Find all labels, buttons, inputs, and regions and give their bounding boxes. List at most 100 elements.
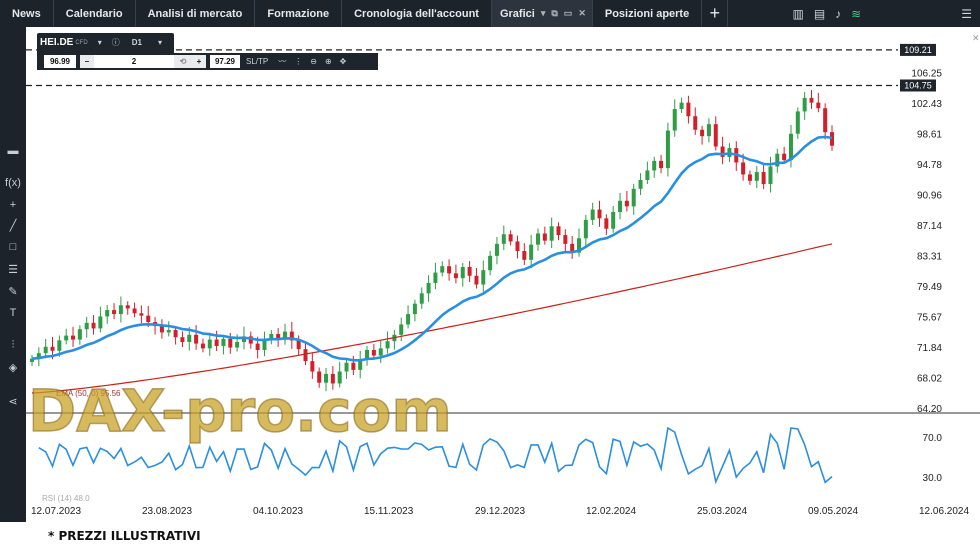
trade-toolbar: 96.99 – 2 ⟲ + 97.29 SL/TP 〰 ⋮ ⊖ ⊕ ✥	[37, 53, 378, 70]
settings-sliders-icon[interactable]: ⫶	[11, 339, 15, 351]
candle-body	[385, 341, 390, 349]
candle-body	[652, 160, 657, 171]
candle-body	[105, 310, 110, 317]
candle-body	[317, 371, 322, 383]
close-chart-icon[interactable]: ✕	[972, 34, 980, 44]
candle-body	[679, 102, 684, 110]
candle-body	[700, 129, 705, 137]
top-right-icons: ▥ ▤ ♪ ≋ ☰	[792, 0, 980, 27]
tab-posizioni[interactable]: Posizioni aperte	[593, 0, 703, 27]
repeat-icon[interactable]: ⟲	[174, 55, 192, 68]
share-icon[interactable]: ⋖	[8, 396, 18, 408]
indicator-fx[interactable]: f(x)	[5, 177, 21, 189]
tab-grafici[interactable]: Grafici ▾ ⧉ ▭ ✕	[491, 0, 593, 27]
candle-body	[406, 314, 411, 325]
tab-news[interactable]: News	[0, 0, 54, 27]
candle-body	[645, 170, 650, 181]
ask-price[interactable]: 97.29	[210, 55, 240, 68]
candle-body	[132, 308, 137, 314]
candle-body	[214, 339, 219, 346]
candle-body	[788, 133, 793, 161]
candle-body	[200, 343, 205, 349]
candle-body	[57, 340, 62, 351]
qty-minus-button[interactable]: –	[80, 55, 94, 68]
candle-body	[549, 226, 554, 241]
x-tick-label: 12.02.2024	[586, 506, 636, 517]
candle-body	[447, 266, 452, 274]
pen-icon[interactable]: ✎	[8, 286, 18, 298]
candle-body	[235, 341, 240, 348]
info-icon[interactable]: ⓘ	[111, 38, 120, 47]
candle-body	[412, 303, 417, 315]
sltp-button[interactable]: SL/TP	[246, 57, 269, 66]
tab-analisi[interactable]: Analisi di mercato	[136, 0, 256, 27]
candle-body	[659, 160, 664, 169]
candle-body	[481, 270, 486, 285]
tab-calendario[interactable]: Calendario	[54, 0, 136, 27]
candle-body	[296, 340, 301, 350]
text-tool-icon[interactable]: T	[9, 307, 17, 319]
qty-plus-button[interactable]: +	[192, 55, 206, 68]
layers-icon[interactable]: ◈	[8, 362, 18, 374]
tab-formazione[interactable]: Formazione	[255, 0, 343, 27]
candle-body	[371, 349, 376, 356]
candle-body	[351, 362, 356, 370]
candle-body	[535, 233, 540, 245]
candle-body	[522, 251, 527, 260]
candle-body	[77, 329, 82, 340]
instrument-symbol[interactable]: HEI.DE	[40, 37, 74, 48]
price-chart[interactable]: 109.21 104.75 106.25 102.43 98.61 94.78 90.96…	[26, 27, 980, 522]
document-icon[interactable]: ▤	[813, 6, 826, 21]
close-icon[interactable]: ✕	[578, 8, 586, 18]
menu-icon[interactable]: ☰	[961, 6, 972, 21]
candle-body	[570, 243, 575, 253]
rsi-tick-label: 30.0	[923, 473, 943, 484]
panel-icon[interactable]: ▬	[7, 145, 19, 157]
price-tick-label: 71.84	[917, 343, 942, 354]
zoom-out-icon[interactable]: ⊖	[310, 57, 317, 66]
price-tick-label: 87.14	[917, 221, 942, 232]
move-icon[interactable]: ✥	[339, 57, 347, 66]
candle-body	[248, 336, 253, 344]
candle-body	[187, 334, 192, 342]
candle-body	[618, 200, 623, 212]
x-tick-label: 29.12.2023	[475, 506, 525, 517]
candle-body	[166, 330, 171, 333]
crosshair-icon[interactable]: +	[9, 199, 17, 211]
bid-price[interactable]: 96.99	[44, 55, 76, 68]
watermark-logo: DAX-pro.com	[28, 377, 452, 445]
candle-body	[624, 200, 629, 207]
duplicate-icon[interactable]: ▭	[563, 8, 573, 18]
timeframe-dropdown-icon[interactable]: ▾	[157, 38, 162, 47]
candle-body	[665, 130, 670, 169]
zoom-in-icon[interactable]: ⊕	[324, 57, 332, 66]
candle-body	[440, 266, 445, 273]
chevron-down-icon[interactable]: ▾	[540, 8, 546, 18]
tab-cronologia[interactable]: Cronologia dell'account	[342, 0, 492, 27]
popout-icon[interactable]: ⧉	[551, 8, 558, 18]
fibonacci-icon[interactable]: ☰	[8, 264, 18, 276]
symbol-dropdown-icon[interactable]: ▾	[97, 38, 102, 47]
candle-body	[467, 266, 472, 276]
price-tick-label: 83.31	[917, 252, 942, 263]
candle-body	[71, 335, 76, 340]
timeframe-value[interactable]: D1	[131, 38, 142, 47]
quantity-input[interactable]: 2	[94, 55, 174, 68]
shape-tool-icon[interactable]: □	[9, 241, 17, 253]
add-tab-button[interactable]: +	[702, 0, 729, 27]
candle-body	[754, 172, 759, 181]
line-tool-icon[interactable]: ╱	[9, 220, 17, 232]
price-tick-label: 64.20	[917, 404, 942, 415]
left-toolbar: ▬ f(x) + ╱ □ ☰ ✎ T ⫶ ◈ ⋖	[0, 27, 26, 522]
layout-icon[interactable]: ▥	[792, 6, 804, 21]
price-level-label: 109.21	[904, 45, 932, 55]
candle-body	[542, 233, 547, 241]
candle-body	[50, 346, 55, 351]
more-icon[interactable]: ⋮	[294, 57, 303, 66]
bell-icon[interactable]: ♪	[835, 6, 842, 21]
candle-body	[747, 174, 752, 181]
rsi-label: RSI (14) 48.0	[42, 494, 90, 503]
rsi-tick-label: 70.0	[923, 433, 943, 444]
rsi-line	[38, 426, 833, 485]
chart-type-icon[interactable]: 〰	[278, 57, 287, 66]
